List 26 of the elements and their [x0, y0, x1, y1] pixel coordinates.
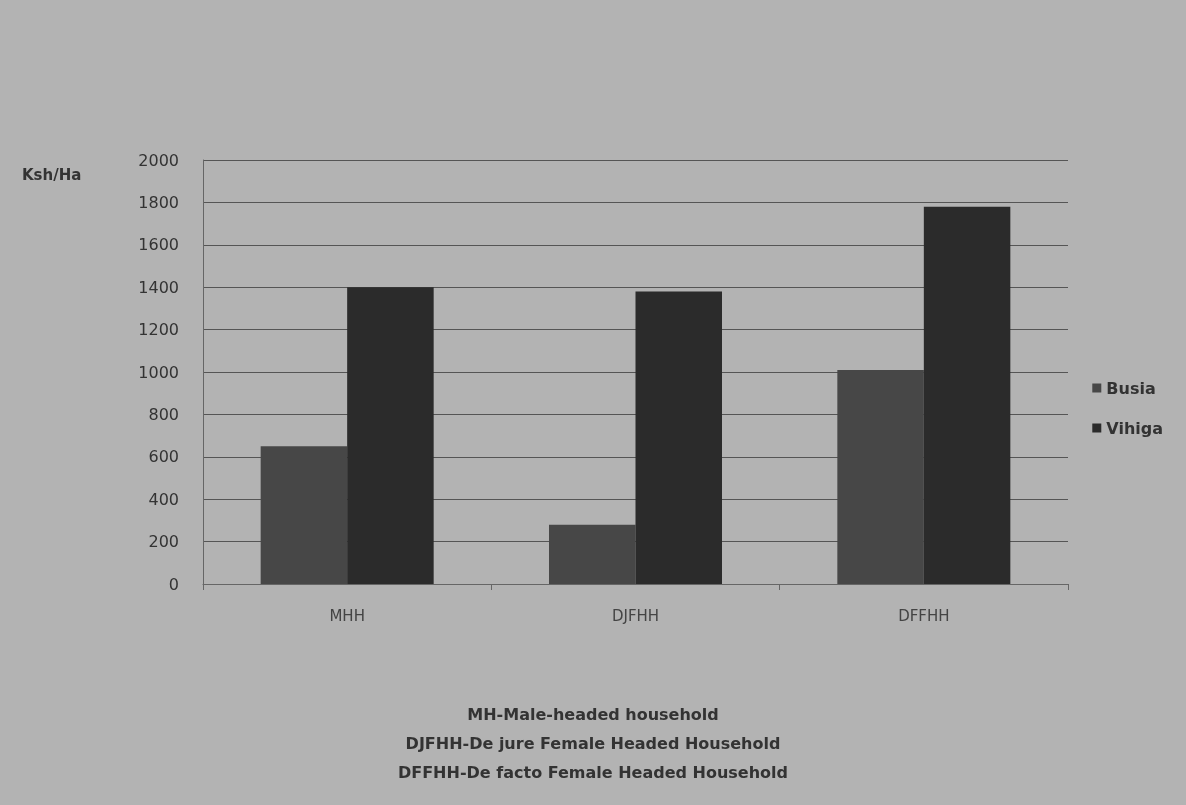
y-tick-label: 2000	[138, 150, 179, 170]
y-tick-label: 1400	[138, 277, 179, 297]
y-tick-label: 1200	[138, 320, 179, 340]
y-tick-label: 800	[148, 404, 179, 424]
y-tick-label: 1000	[138, 362, 179, 382]
y-axis-title: Ksh/Ha	[22, 165, 82, 184]
legend-label: Busia	[1106, 378, 1156, 398]
text: DFFHH-De facto Female Headed Household	[397, 762, 789, 782]
legend-label: Vihiga	[1106, 418, 1164, 438]
y-tick-label: 0	[168, 574, 179, 594]
y-tick-label: 200	[148, 532, 179, 552]
y-tick-label: 600	[148, 447, 179, 467]
text: MH-Male-headed household	[467, 704, 719, 724]
y-tick-label: 1600	[138, 235, 179, 255]
x-tick-label: MHH	[329, 606, 365, 625]
y-tick-label: 1800	[138, 192, 179, 212]
text: DJFHH-De jure Female Headed Household	[405, 733, 781, 753]
bar	[923, 206, 1011, 584]
bar	[635, 291, 722, 584]
bar	[837, 369, 924, 584]
x-tick-label: DFFHH	[898, 606, 950, 625]
y-tick-label: 400	[148, 489, 179, 509]
bar	[347, 287, 434, 584]
bar	[549, 524, 636, 584]
bar	[260, 446, 348, 584]
x-tick-label: DJFHH	[611, 606, 660, 625]
